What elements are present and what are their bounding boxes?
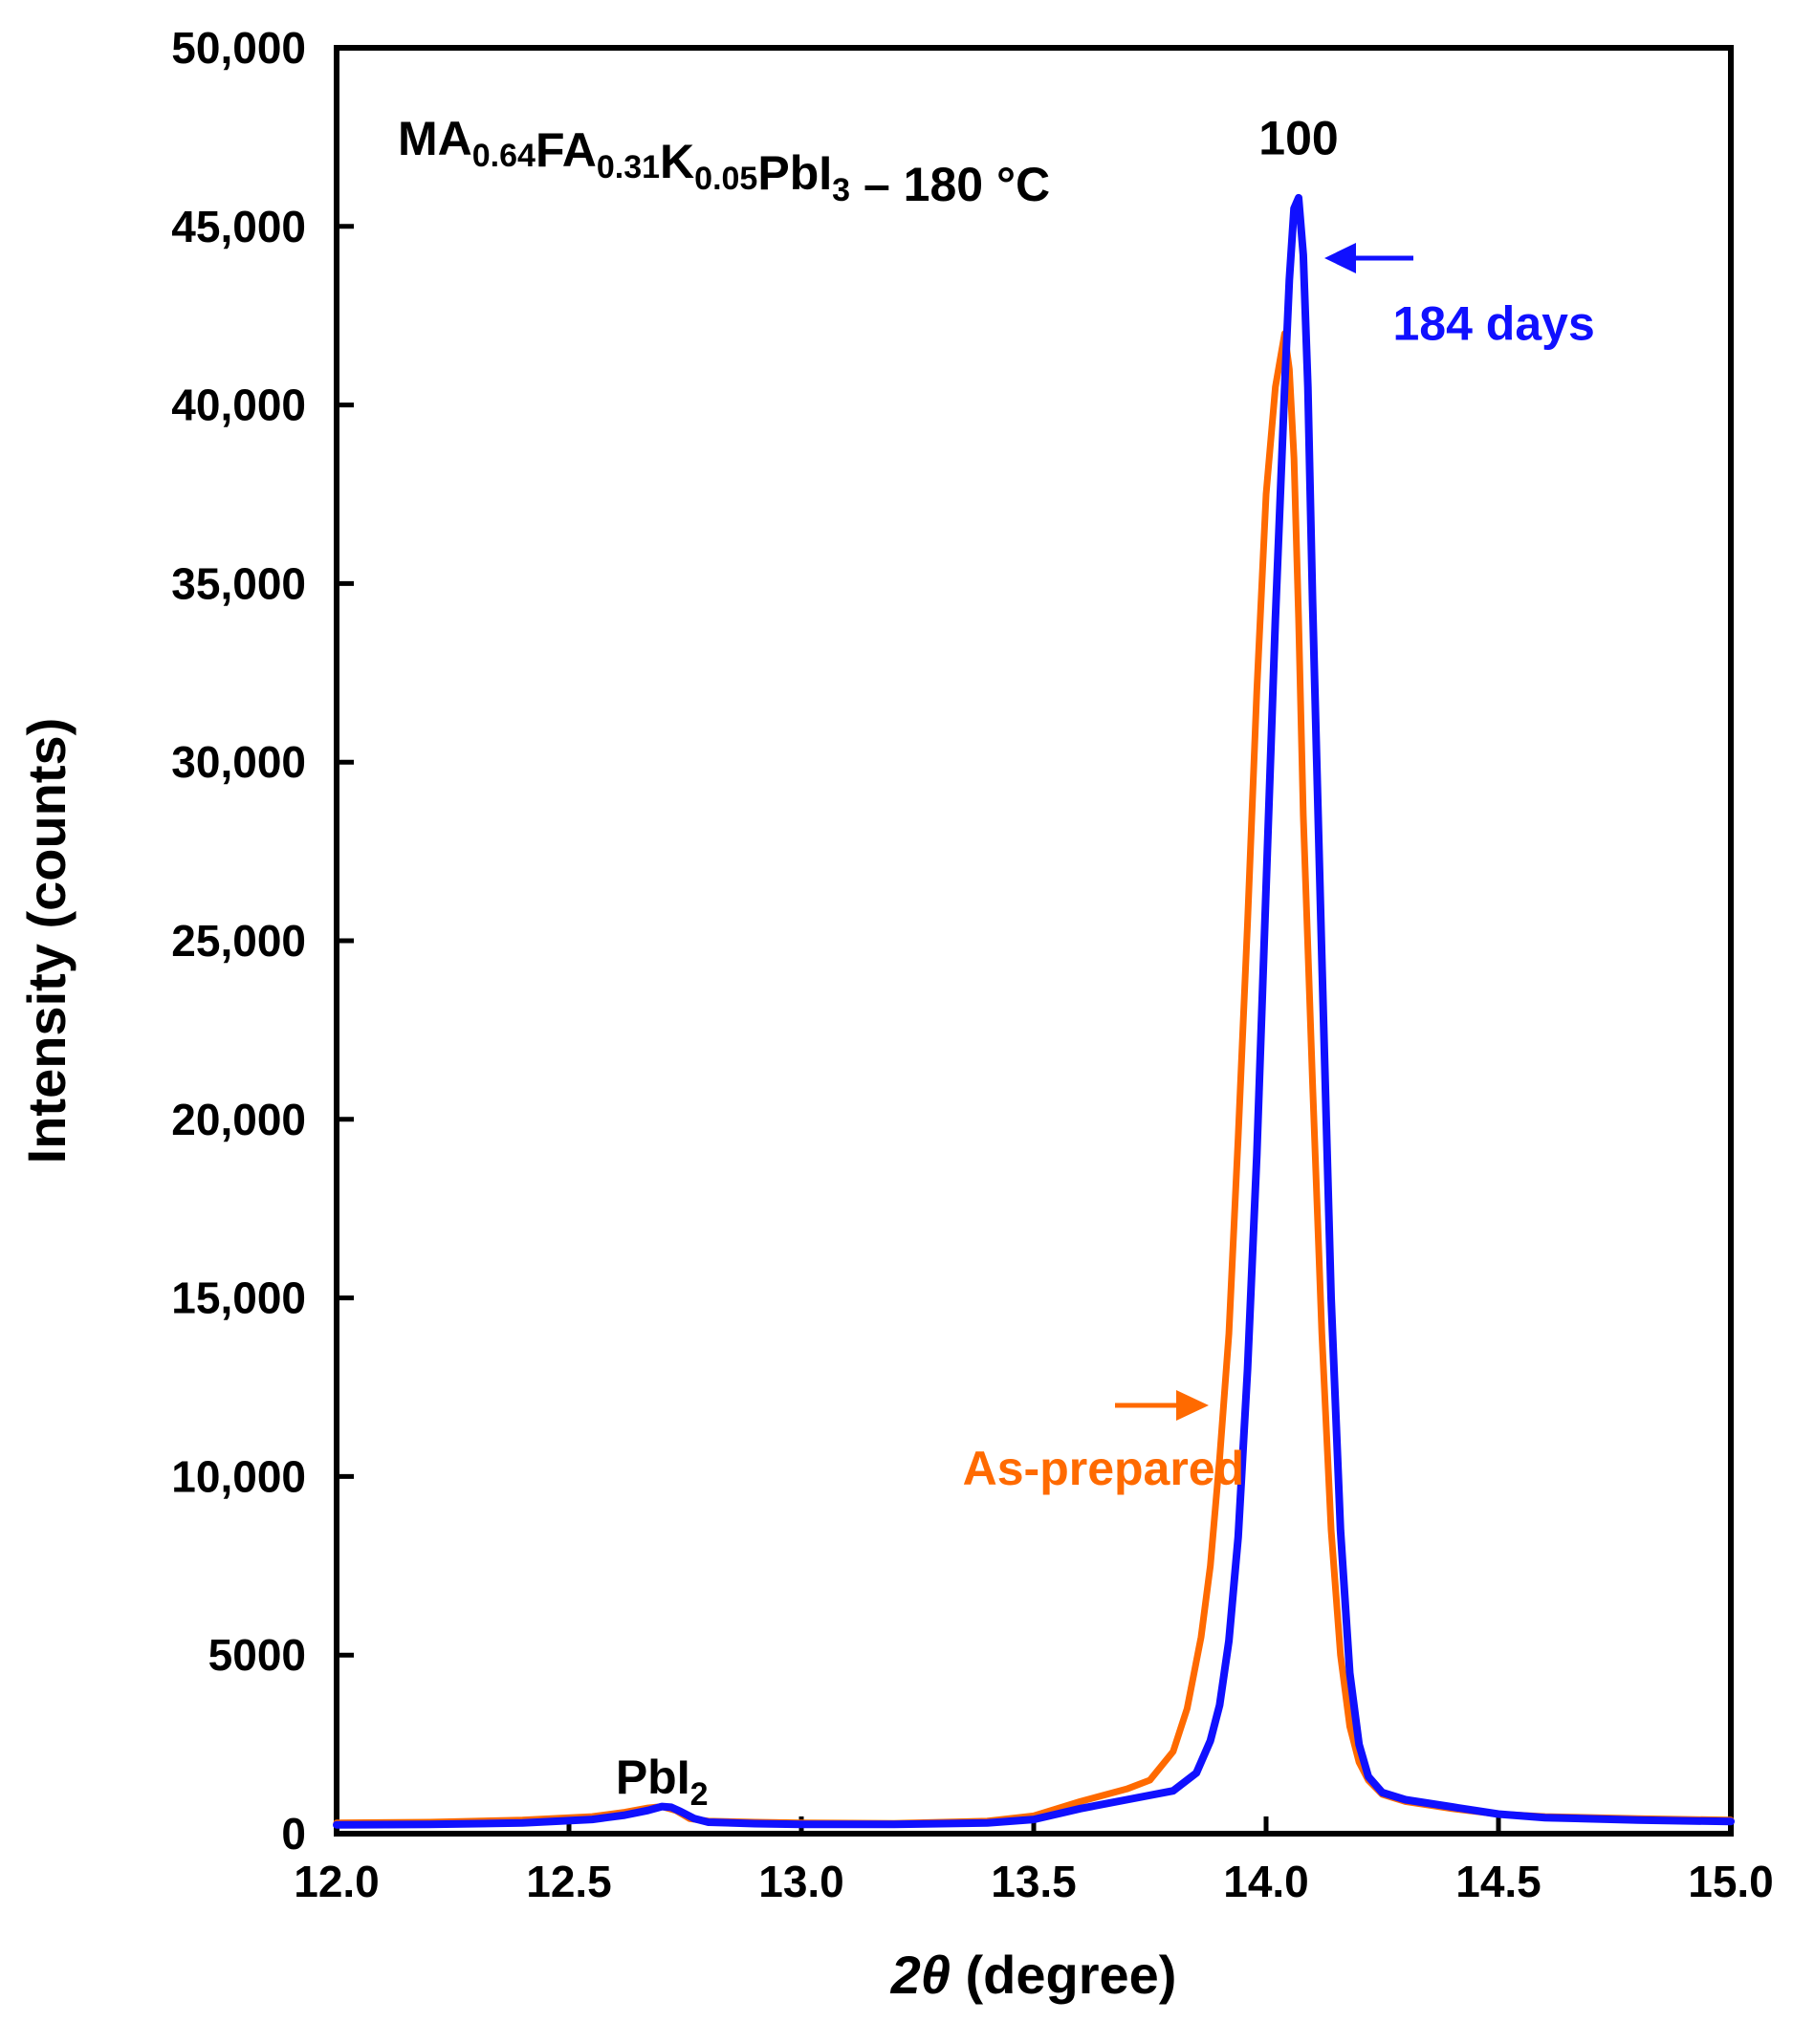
y-tick-label: 5000	[208, 1630, 306, 1680]
y-tick-label: 35,000	[171, 558, 306, 608]
x-tick-label: 13.5	[991, 1857, 1077, 1906]
x-axis-ticks: 12.0 12.5 13.0 13.5 14.0 14.5 15.0	[294, 1816, 1774, 1906]
y-tick-label: 45,000	[171, 202, 306, 251]
series-line-as-prepared	[333, 330, 1735, 1827]
series-line-184-days	[333, 193, 1735, 1829]
y-tick-label: 0	[281, 1809, 306, 1859]
peak-label-pbi2: PbI2	[616, 1750, 709, 1813]
legend-label-184-days: 184 days	[1392, 297, 1594, 351]
y-tick-label: 15,000	[171, 1273, 306, 1323]
y-tick-label: 40,000	[171, 381, 306, 430]
y-tick-label: 10,000	[171, 1451, 306, 1501]
y-tick-label: 20,000	[171, 1095, 306, 1144]
arrow-184-days	[1324, 243, 1413, 273]
y-tick-label: 25,000	[171, 916, 306, 966]
series-layer	[333, 193, 1735, 1829]
x-axis-label: 2θ (degree)	[890, 1945, 1177, 2005]
y-axis-label: Intensity (counts)	[16, 718, 77, 1164]
chart-title: MA0.64FA0.31K0.05PbI3 – 180 °C	[398, 112, 1050, 211]
x-tick-label: 12.0	[294, 1857, 380, 1906]
x-tick-label: 12.5	[526, 1857, 612, 1906]
y-tick-label: 50,000	[171, 23, 306, 73]
x-tick-label: 14.0	[1223, 1857, 1309, 1906]
x-tick-label: 13.0	[758, 1857, 844, 1906]
peak-label-100: 100	[1258, 111, 1338, 164]
arrow-as-prepared	[1115, 1390, 1209, 1421]
y-axis-ticks: 0 5000 10,000 15,000 20,000 25,000 30,000 35,00…	[171, 23, 354, 1859]
legend-label-as-prepared: As-prepared	[963, 1442, 1245, 1495]
x-tick-label: 14.5	[1455, 1857, 1542, 1906]
x-tick-label: 15.0	[1688, 1857, 1774, 1906]
y-tick-label: 30,000	[171, 737, 306, 787]
